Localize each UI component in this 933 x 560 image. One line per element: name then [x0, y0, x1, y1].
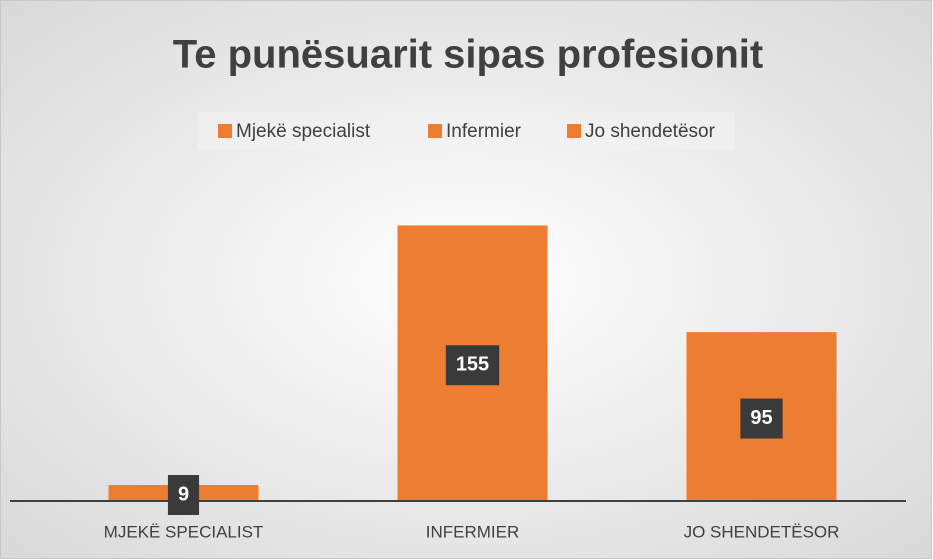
x-tick-label: JO SHENDETËSOR [684, 522, 840, 541]
data-label: 155 [456, 354, 489, 376]
legend-swatch [218, 124, 232, 138]
legend-swatch [428, 124, 442, 138]
legend-label: Jo shendetësor [585, 121, 716, 142]
legend-swatch [567, 124, 581, 138]
legend-label: Infermier [446, 121, 522, 142]
data-label: 95 [750, 407, 772, 429]
x-tick-label: MJEKË SPECIALIST [104, 522, 264, 541]
x-tick-label: INFERMIER [426, 522, 520, 541]
legend-label: Mjekë specialist [236, 121, 371, 142]
legend-box [197, 112, 735, 150]
chart-title: Te punësuarit sipas profesionit [173, 33, 763, 77]
data-label-box [740, 398, 783, 439]
data-label: 9 [178, 483, 189, 505]
data-label-box [167, 475, 200, 515]
data-label-box [445, 345, 500, 386]
